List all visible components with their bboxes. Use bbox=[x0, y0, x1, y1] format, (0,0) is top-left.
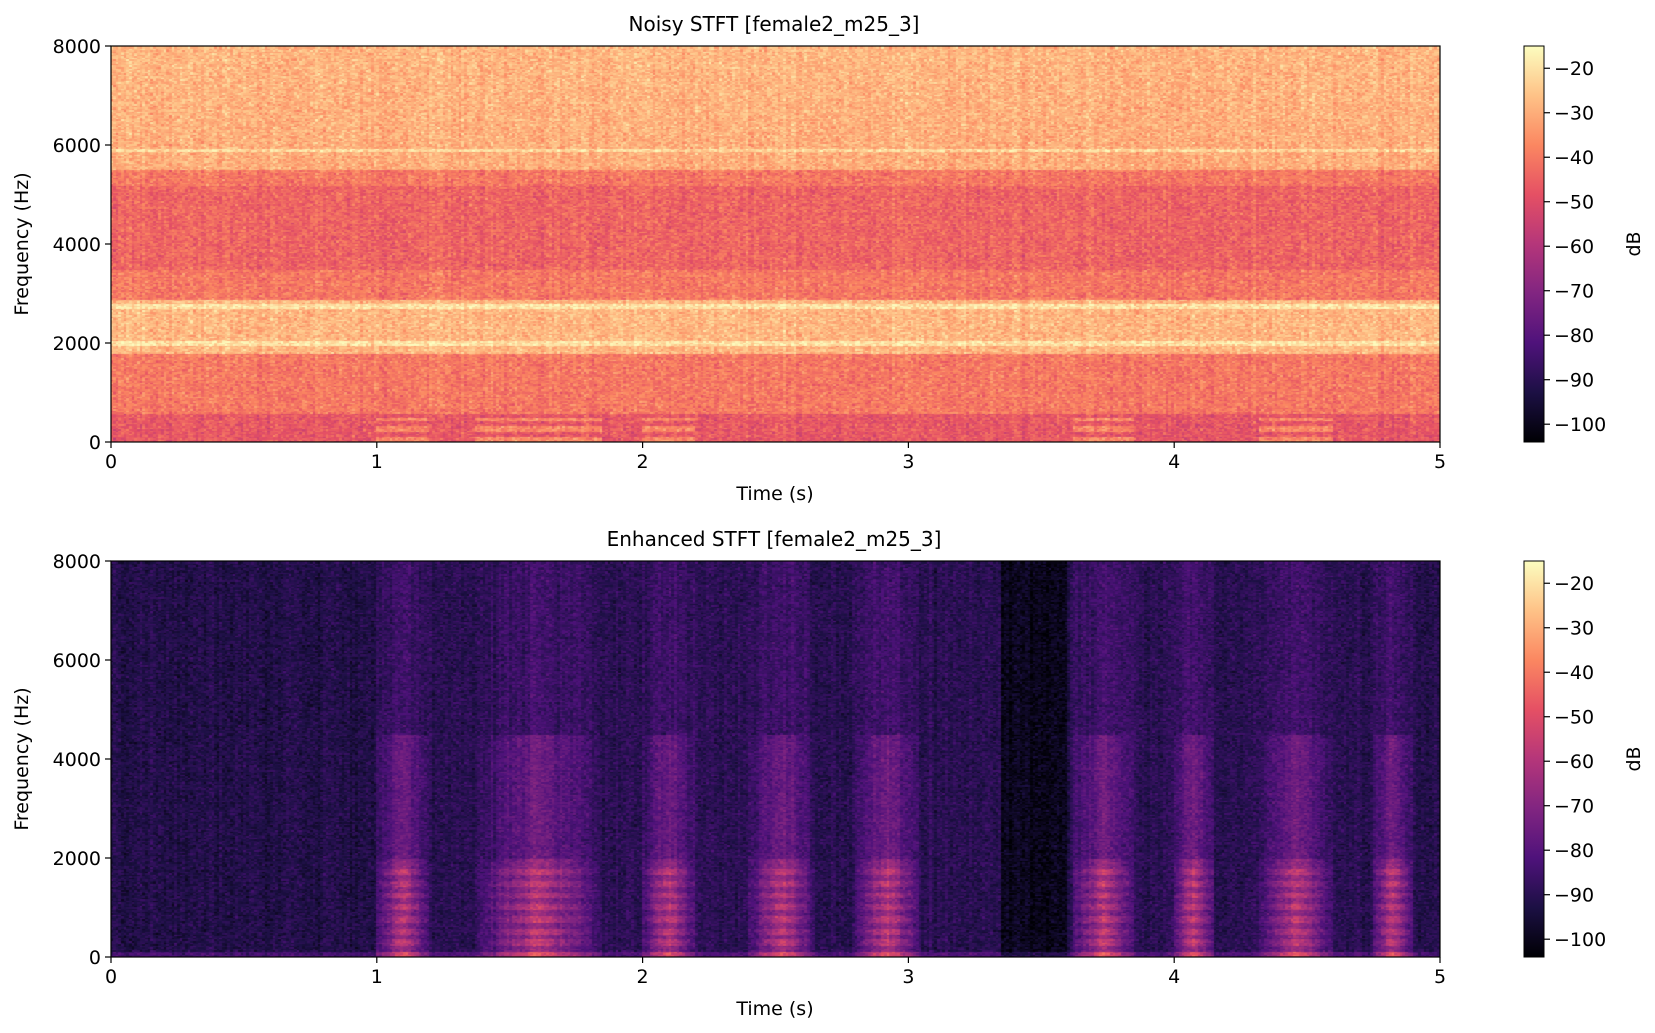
noisy-colorbar: −20 −30 −40 −50 −60 −70 −80 −90 −100 dB bbox=[1523, 45, 1645, 443]
enhanced-spectrogram-canvas bbox=[111, 561, 1440, 957]
colorbar-tick-label: −100 bbox=[1554, 929, 1606, 951]
y-tick-label: 8000 bbox=[53, 551, 101, 573]
noisy-spectrogram-canvas bbox=[111, 46, 1440, 442]
x-tick-label: 4 bbox=[1168, 451, 1180, 473]
x-tick-label: 2 bbox=[637, 451, 649, 473]
y-tick-label: 8000 bbox=[53, 36, 101, 58]
x-tick-label: 3 bbox=[902, 966, 914, 988]
colorbar-tick-label: −70 bbox=[1554, 796, 1594, 818]
enhanced-heatmap-area bbox=[110, 560, 1441, 958]
x-tick-label: 0 bbox=[105, 451, 117, 473]
y-tick-label: 4000 bbox=[53, 234, 101, 256]
colorbar-tick-label: −20 bbox=[1554, 58, 1594, 80]
x-tick-label: 5 bbox=[1434, 451, 1446, 473]
y-tick-label: 6000 bbox=[53, 650, 101, 672]
y-tick-label: 4000 bbox=[53, 749, 101, 771]
colorbar-tick-label: −20 bbox=[1554, 573, 1594, 595]
x-tick-label: 4 bbox=[1168, 966, 1180, 988]
colorbar-tick-label: −60 bbox=[1554, 751, 1594, 773]
noisy-stft-title: Noisy STFT [female2_m25_3] bbox=[629, 12, 920, 36]
colorbar-tick-label: −40 bbox=[1554, 147, 1594, 169]
y-tick-label: 2000 bbox=[53, 848, 101, 870]
colorbar-tick-label: −70 bbox=[1554, 281, 1594, 303]
enhanced-stft-title: Enhanced STFT [female2_m25_3] bbox=[607, 527, 942, 551]
colorbar-tick-label: −100 bbox=[1554, 414, 1606, 436]
noisy-spectrogram-image bbox=[111, 46, 1440, 442]
noisy-y-axis-label: Frequency (Hz) bbox=[11, 172, 33, 315]
colorbar-tick-label: −80 bbox=[1554, 325, 1594, 347]
colorbar-tick-label: −50 bbox=[1554, 192, 1594, 214]
enhanced-x-axis-label: Time (s) bbox=[735, 998, 813, 1020]
colorbar-tick-label: −90 bbox=[1554, 885, 1594, 907]
x-tick-label: 1 bbox=[371, 966, 383, 988]
noisy-colorbar-label: dB bbox=[1623, 231, 1645, 256]
enhanced-y-axis-label: Frequency (Hz) bbox=[11, 687, 33, 830]
noisy-heatmap-area bbox=[110, 45, 1441, 443]
enhanced-spectrogram-image bbox=[111, 561, 1440, 957]
colorbar-tick-label: −90 bbox=[1554, 370, 1594, 392]
enhanced-y-axis: 0 2000 4000 6000 8000 bbox=[53, 551, 111, 969]
y-tick-label: 2000 bbox=[53, 333, 101, 355]
y-tick-label: 0 bbox=[89, 432, 101, 454]
enhanced-colorbar-gradient bbox=[1523, 560, 1545, 958]
noisy-y-axis: 0 2000 4000 6000 8000 bbox=[53, 36, 111, 454]
y-tick-label: 6000 bbox=[53, 135, 101, 157]
enhanced-colorbar-label: dB bbox=[1623, 746, 1645, 771]
y-tick-label: 0 bbox=[89, 947, 101, 969]
colorbar-tick-label: −30 bbox=[1554, 103, 1594, 125]
noisy-x-axis: 0 1 2 3 4 5 bbox=[105, 442, 1446, 473]
noisy-stft-panel: Noisy STFT [female2_m25_3] 0 1 2 3 4 5 0 2000 4… bbox=[11, 12, 1645, 505]
colorbar-tick-label: −60 bbox=[1554, 236, 1594, 258]
x-tick-label: 2 bbox=[637, 966, 649, 988]
noisy-colorbar-ticks: −20 −30 −40 −50 −60 −70 −80 −90 −100 bbox=[1544, 58, 1606, 436]
x-tick-label: 0 bbox=[105, 966, 117, 988]
enhanced-colorbar-ticks: −20 −30 −40 −50 −60 −70 −80 −90 −100 bbox=[1544, 573, 1606, 951]
noisy-x-axis-label: Time (s) bbox=[735, 483, 813, 505]
colorbar-tick-label: −30 bbox=[1554, 618, 1594, 640]
enhanced-x-axis: 0 1 2 3 4 5 bbox=[105, 957, 1446, 988]
noisy-colorbar-gradient bbox=[1523, 45, 1545, 443]
x-tick-label: 3 bbox=[902, 451, 914, 473]
colorbar-tick-label: −80 bbox=[1554, 840, 1594, 862]
x-tick-label: 1 bbox=[371, 451, 383, 473]
enhanced-colorbar: −20 −30 −40 −50 −60 −70 −80 −90 −100 dB bbox=[1523, 560, 1645, 958]
enhanced-stft-panel: Enhanced STFT [female2_m25_3] 0 1 2 3 4 5 0 20… bbox=[11, 527, 1645, 1020]
colorbar-tick-label: −50 bbox=[1554, 707, 1594, 729]
colorbar-tick-label: −40 bbox=[1554, 662, 1594, 684]
x-tick-label: 5 bbox=[1434, 966, 1446, 988]
